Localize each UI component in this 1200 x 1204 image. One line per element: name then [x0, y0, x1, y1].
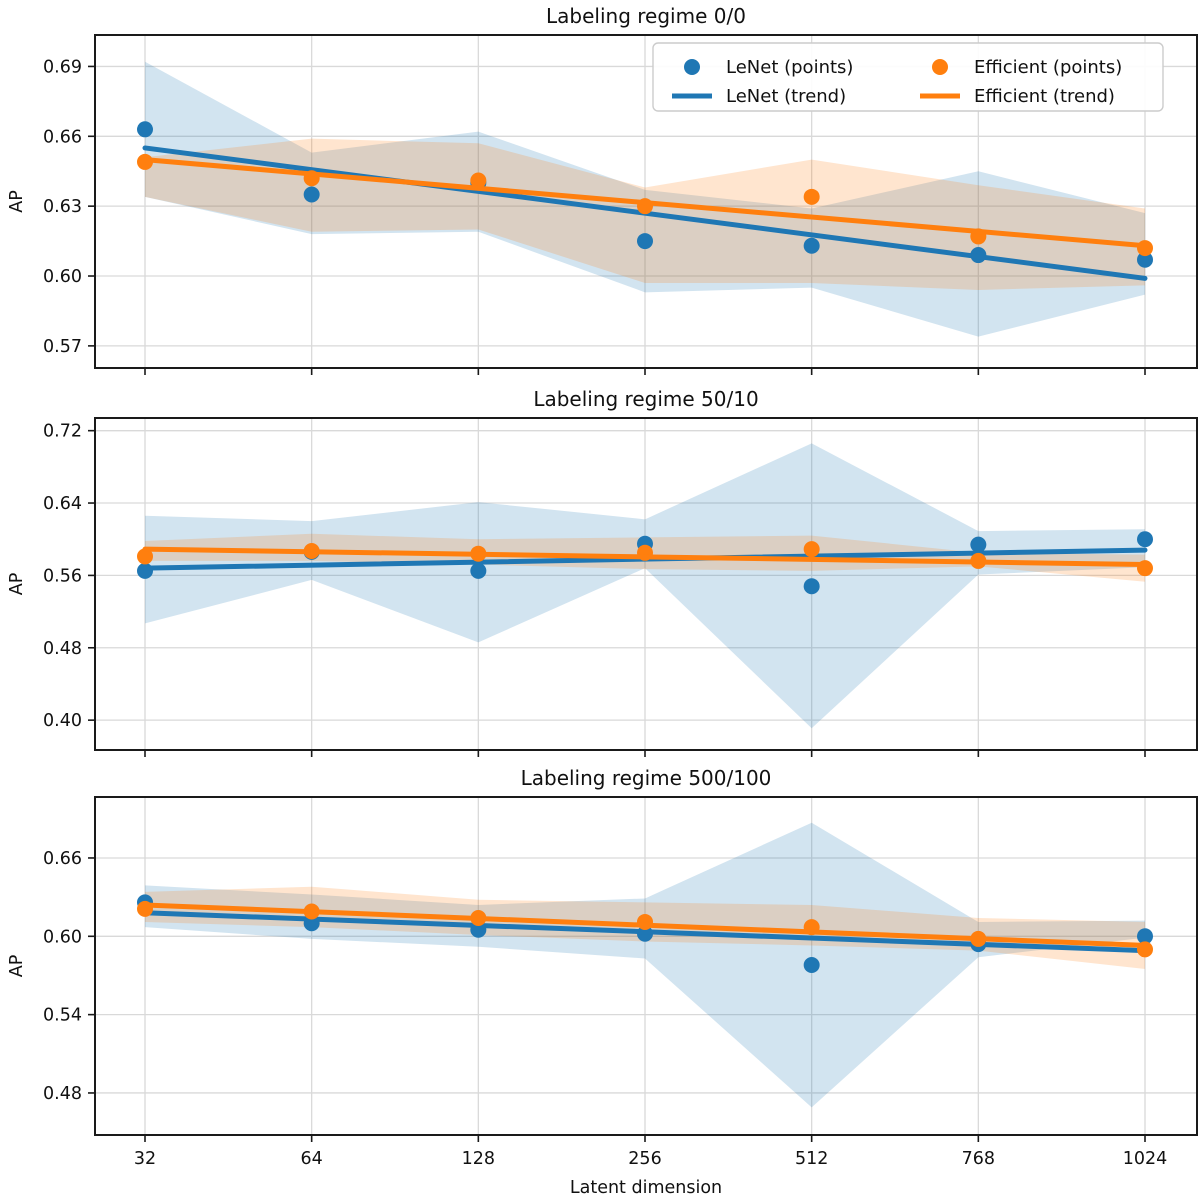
- point-lenet-x32: [137, 562, 153, 579]
- ytick-label-0.69: 0.69: [43, 57, 82, 77]
- trendline-efficient-labeling-regime-0-0: [142, 157, 1148, 249]
- ytick-label-0.63: 0.63: [43, 197, 82, 217]
- legend-marker-dot-lenet: [684, 59, 700, 75]
- point-efficient-x128: [470, 172, 487, 189]
- ytick-label-0.64: 0.64: [43, 494, 82, 514]
- point-efficient-x512: [803, 188, 820, 205]
- point-lenet-x128: [470, 562, 487, 579]
- subplot-title-labeling-regime-500-100: Labeling regime 500/100: [521, 766, 772, 790]
- axes-box-labeling-regime-0-0: [94, 34, 1198, 369]
- legend-label-1: LeNet (trend): [726, 86, 846, 107]
- plot-background-labeling-regime-50-10: [95, 418, 1197, 750]
- ytick-label-0.66: 0.66: [43, 127, 82, 147]
- ytick-label-0.48: 0.48: [43, 1084, 82, 1104]
- point-lenet-x512: [803, 578, 820, 595]
- band-lenet-labeling-regime-500-100: [145, 822, 1145, 1108]
- subplot-title-labeling-regime-50-10: Labeling regime 50/10: [533, 387, 758, 411]
- xtick-label-64: 64: [301, 1149, 323, 1169]
- axes-box-labeling-regime-500-100: [94, 796, 1198, 1136]
- ytick-label-0.56: 0.56: [43, 566, 82, 586]
- xtick-label-256: 256: [628, 1149, 661, 1169]
- legend-box: [652, 42, 1164, 112]
- point-lenet-x768: [970, 536, 987, 553]
- point-efficient-x32: [137, 548, 153, 565]
- point-lenet-x512: [803, 237, 820, 254]
- point-lenet-x1024: [1137, 928, 1153, 945]
- ytick-label-0.48: 0.48: [43, 639, 82, 659]
- trendline-efficient-labeling-regime-500-100: [142, 902, 1148, 948]
- y-axis-label: AP: [7, 955, 27, 978]
- ytick-label-0.54: 0.54: [43, 1006, 82, 1026]
- point-lenet-x1024: [1137, 251, 1153, 268]
- subplot-title-labeling-regime-0-0: Labeling regime 0/0: [546, 4, 746, 28]
- xtick-label-128: 128: [462, 1149, 495, 1169]
- point-lenet-x64: [303, 186, 320, 203]
- legend-label-3: Efficient (trend): [974, 86, 1115, 107]
- point-efficient-x512: [803, 541, 820, 558]
- ytick-label-0.60: 0.60: [43, 927, 82, 947]
- legend-label-2: Efficient (points): [974, 57, 1122, 78]
- point-lenet-x512: [803, 957, 820, 974]
- axes-box-labeling-regime-50-10: [94, 417, 1198, 751]
- xtick-label-1024: 1024: [1123, 1149, 1168, 1169]
- ytick-label-0.72: 0.72: [43, 422, 82, 442]
- xtick-label-768: 768: [962, 1149, 995, 1169]
- point-lenet-x32: [137, 121, 153, 138]
- legend-marker-dot-efficient: [932, 59, 948, 75]
- y-axis-label: AP: [7, 190, 27, 213]
- point-lenet-x1024: [1137, 531, 1153, 548]
- legend-label-0: LeNet (points): [726, 57, 853, 78]
- point-lenet-x256: [637, 233, 653, 250]
- x-axis-label: Latent dimension: [570, 1178, 722, 1198]
- ytick-label-0.40: 0.40: [43, 711, 82, 731]
- trendline-efficient-labeling-regime-50-10: [142, 546, 1148, 568]
- xtick-label-512: 512: [795, 1149, 828, 1169]
- plot-background-labeling-regime-500-100: [95, 797, 1197, 1135]
- ytick-label-0.57: 0.57: [43, 337, 82, 357]
- ytick-label-0.66: 0.66: [43, 849, 82, 869]
- xtick-label-32: 32: [134, 1149, 156, 1169]
- y-axis-label: AP: [7, 573, 27, 596]
- band-lenet-labeling-regime-50-10: [145, 443, 1145, 729]
- ytick-label-0.60: 0.60: [43, 267, 82, 287]
